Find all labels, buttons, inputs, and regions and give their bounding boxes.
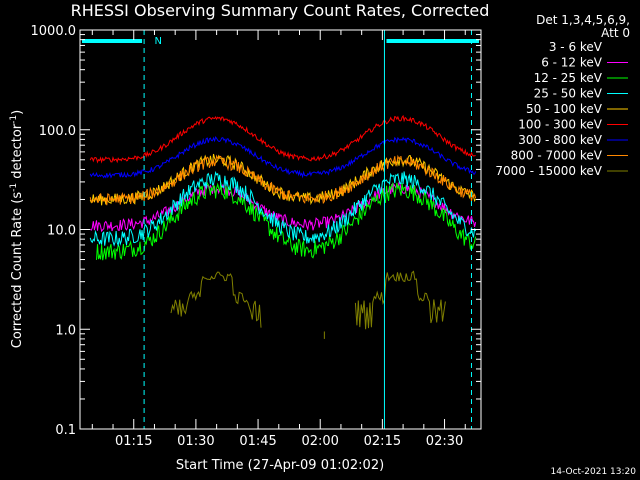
series-line-high-energy — [170, 271, 262, 328]
series-line — [89, 114, 476, 164]
chart-title: RHESSI Observing Summary Count Rates, Co… — [71, 1, 490, 20]
x-tick-label: 01:30 — [177, 434, 214, 449]
series-line-high-energy — [354, 270, 446, 330]
legend-label: 300 - 800 keV — [518, 133, 602, 147]
y-tick-label: 100.0 — [39, 124, 76, 139]
x-tick-label: 01:45 — [239, 434, 276, 449]
x-tick-label: 01:15 — [115, 434, 152, 449]
timestamp: 14-Oct-2021 13:20 — [551, 467, 637, 477]
legend-label: 3 - 6 keV — [549, 40, 603, 54]
y-tick-label: 1.0 — [55, 323, 76, 338]
series-line — [89, 135, 477, 179]
legend-label: 800 - 7000 keV — [511, 149, 603, 163]
x-axis-label: Start Time (27-Apr-09 01:02:02) — [176, 458, 384, 473]
x-tick-label: 02:30 — [426, 434, 463, 449]
legend-label: 12 - 25 keV — [534, 71, 603, 85]
y-tick-label: 0.1 — [55, 423, 76, 438]
series-line — [96, 197, 477, 263]
legend: Det 1,3,4,5,6,9,Att 03 - 6 keV 6 - 12 keV… — [495, 13, 630, 178]
legend-label: 100 - 300 keV — [518, 118, 602, 132]
series-line — [89, 170, 477, 247]
saa-label: N — [154, 36, 161, 47]
legend-header: Att 0 — [601, 26, 630, 40]
x-axis: 01:15 01:30 01:45 02:00 02:15 02:30 — [91, 30, 466, 449]
legend-header: Det 1,3,4,5,6,9, — [536, 13, 630, 27]
plot-area: N — [79, 30, 479, 429]
y-axis-label: Corrected Count Rate (s-1 detector-1) — [9, 110, 25, 348]
x-tick-label: 02:15 — [364, 434, 401, 449]
series-line — [89, 153, 477, 206]
y-tick-label: 1000.0 — [31, 24, 77, 39]
y-tick-label: 10.0 — [47, 224, 76, 239]
legend-label: 7000 - 15000 keV — [495, 164, 602, 178]
y-axis: 0.1 1.0 10.0 100.0 1000.0 — [31, 24, 481, 438]
x-tick-label: 02:00 — [301, 434, 338, 449]
legend-label: 6 - 12 keV — [541, 56, 603, 70]
series-line — [89, 154, 477, 206]
legend-label: 50 - 100 keV — [526, 102, 603, 116]
legend-label: 25 - 50 keV — [534, 87, 603, 101]
